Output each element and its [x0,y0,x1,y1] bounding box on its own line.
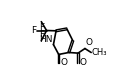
Text: F: F [31,26,36,35]
Text: F: F [39,30,44,39]
Text: HN: HN [40,35,53,44]
Text: O: O [60,58,67,67]
Text: O: O [86,38,93,47]
Text: CH₃: CH₃ [92,48,107,57]
Text: O: O [80,58,87,67]
Text: F: F [39,23,44,32]
